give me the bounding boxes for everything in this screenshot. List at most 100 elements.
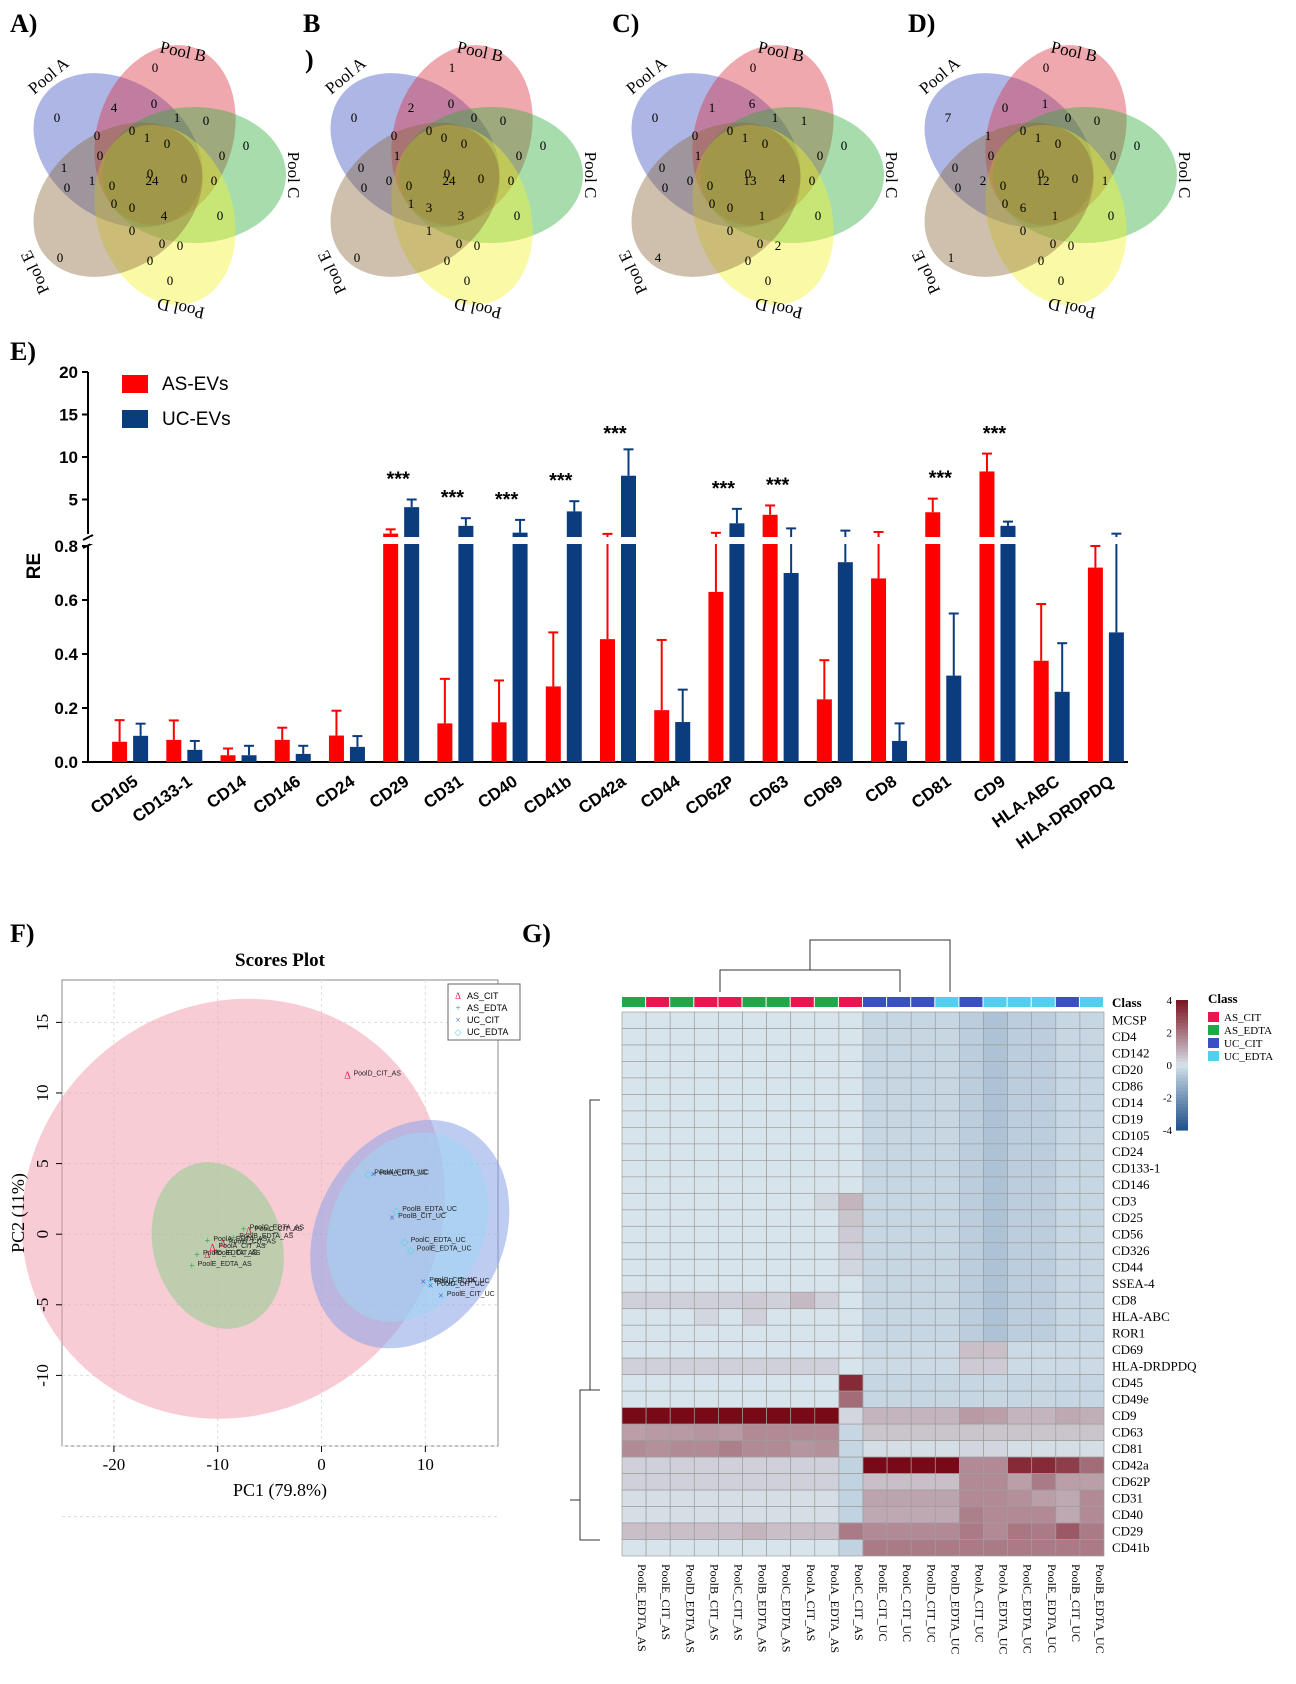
venn-set-5 xyxy=(631,122,801,277)
heatmap-cell xyxy=(983,1341,1008,1359)
row-label: CD3 xyxy=(1112,1194,1137,1209)
class-bar-cell xyxy=(766,997,790,1007)
heatmap-cell xyxy=(983,1127,1008,1145)
heatmap-cell xyxy=(1031,1209,1057,1227)
bar-uc-evs xyxy=(837,562,853,762)
venn-region-count: 0 xyxy=(745,253,752,268)
significance-marker: *** xyxy=(929,468,953,490)
bar-uc-evs xyxy=(1000,525,1016,762)
heatmap-cell xyxy=(838,1209,864,1227)
bar-as-evs xyxy=(654,710,670,762)
heatmap-cell xyxy=(910,1440,936,1458)
heatmap-cell xyxy=(645,1489,671,1507)
row-label: CD146 xyxy=(1112,1177,1150,1192)
heatmap-cell xyxy=(814,1077,840,1095)
heatmap-cell xyxy=(621,1522,647,1540)
heatmap-cell xyxy=(766,1143,792,1161)
heatmap-cell xyxy=(934,1242,960,1260)
heatmap-cell xyxy=(910,1077,936,1095)
heatmap-cell xyxy=(814,1242,840,1260)
heatmap-cell xyxy=(1031,1242,1057,1260)
heatmap-cell xyxy=(790,1506,816,1524)
class-bar-cell xyxy=(983,997,1007,1007)
heatmap-cell xyxy=(766,1357,792,1376)
panel-label-g: G) xyxy=(522,919,551,948)
heatmap-cell xyxy=(934,1341,960,1359)
heatmap-cell xyxy=(886,1127,912,1145)
y-tick-label: 0.0 xyxy=(54,753,78,772)
heatmap-cell xyxy=(814,1044,840,1062)
point-label: PoolA_EDTA_UC xyxy=(374,1169,429,1176)
heatmap-cell xyxy=(886,1225,912,1244)
x-axis-title: PC1 (79.8%) xyxy=(233,1480,327,1501)
heatmap-cell xyxy=(1007,1011,1033,1029)
heatmap-cell xyxy=(766,1077,792,1095)
heatmap-cell xyxy=(886,1242,912,1260)
heatmap-cell xyxy=(934,1489,960,1507)
heatmap-cell xyxy=(766,1291,792,1310)
y-tick-label: -10 xyxy=(33,1364,52,1387)
heatmap-cell xyxy=(645,1127,671,1145)
heatmap-cell xyxy=(814,1258,840,1277)
heatmap-cell xyxy=(838,1143,864,1161)
heatmap-cell xyxy=(1007,1028,1033,1046)
heatmap-cell xyxy=(886,1506,912,1524)
heatmap-cell xyxy=(742,1407,767,1425)
venn-set-2 xyxy=(692,45,834,226)
score-point: × xyxy=(438,1291,444,1302)
heatmap-cell xyxy=(959,1440,984,1458)
heatmap-cell xyxy=(621,1489,647,1507)
venn-set-3 xyxy=(102,107,286,243)
venn-region-count: 1 xyxy=(61,160,68,175)
heatmap-cell xyxy=(959,1407,984,1425)
heatmap-cell xyxy=(1079,1341,1105,1359)
score-point: + xyxy=(241,1225,247,1236)
heatmap-cell xyxy=(790,1061,816,1079)
x-tick-label: CD146 xyxy=(250,772,304,818)
heatmap-cell xyxy=(1055,1077,1081,1095)
heatmap-cell xyxy=(790,1539,816,1557)
heatmap-cell xyxy=(693,1291,719,1310)
heatmap-cell xyxy=(862,1357,888,1376)
bar-uc-evs xyxy=(783,573,799,762)
heatmap-cell xyxy=(910,1423,936,1441)
heatmap-cell xyxy=(621,1160,647,1178)
heatmap-cell xyxy=(1007,1423,1033,1441)
legend-swatch xyxy=(1208,1025,1219,1035)
heatmap-cell xyxy=(621,1324,647,1343)
heatmap-cell xyxy=(1079,1440,1105,1458)
heatmap-cell xyxy=(742,1077,767,1095)
y-tick-label: 10 xyxy=(59,448,78,467)
color-scale-step xyxy=(1176,1117,1188,1121)
heatmap-cell xyxy=(742,1011,767,1029)
heatmap-cell xyxy=(983,1407,1008,1425)
heatmap-cell xyxy=(645,1374,671,1392)
heatmap-cell xyxy=(862,1539,888,1557)
heatmap-cell xyxy=(959,1061,984,1079)
venn-region-count: 0 xyxy=(243,138,250,153)
row-label: CD105 xyxy=(1112,1128,1150,1143)
heatmap-cell xyxy=(934,1028,960,1046)
heatmap-cell xyxy=(983,1374,1008,1392)
color-scale-step xyxy=(1176,1120,1188,1125)
venn-region-count: 0 xyxy=(1134,138,1141,153)
heatmap-cell xyxy=(886,1357,912,1376)
heatmap-cell xyxy=(838,1473,864,1491)
heatmap-cell xyxy=(886,1539,912,1557)
heatmap-cell xyxy=(983,1209,1008,1227)
heatmap-cell xyxy=(645,1423,671,1441)
row-label: CD81 xyxy=(1112,1441,1143,1456)
heatmap-cell xyxy=(886,1192,912,1211)
legend-swatch xyxy=(1208,1012,1219,1022)
heatmap-cell xyxy=(1007,1209,1033,1227)
venn-region-count: 1 xyxy=(772,110,779,125)
heatmap-cell xyxy=(790,1522,816,1540)
venn-region-count: 1 xyxy=(394,148,401,163)
heatmap-cell xyxy=(645,1209,671,1227)
significance-marker: *** xyxy=(386,469,410,491)
heatmap-cell xyxy=(1055,1456,1081,1474)
heatmap-cell xyxy=(645,1308,671,1326)
point-label: PoolC_EDTA_UC xyxy=(411,1237,466,1244)
heatmap-cell xyxy=(1079,1176,1105,1194)
